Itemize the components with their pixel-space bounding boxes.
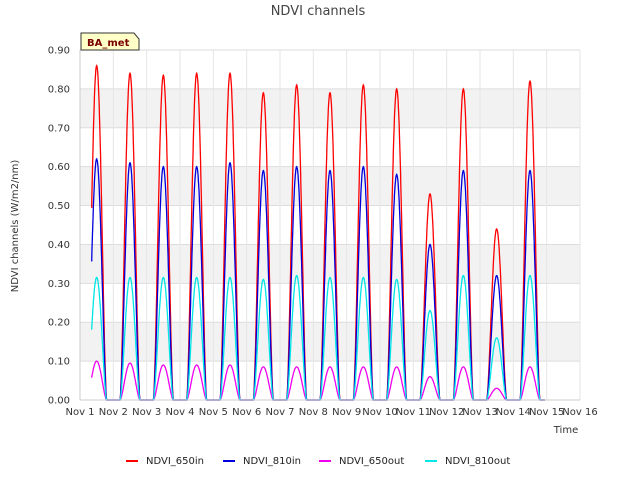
- x-tick-label: Nov 7: [265, 407, 294, 418]
- y-tick-label: 0.10: [48, 357, 70, 368]
- x-tick-label: Nov 8: [299, 407, 328, 418]
- chart-title: NDVI channels: [271, 4, 366, 19]
- legend-item-ndvi-810out: NDVI_810out: [425, 456, 510, 467]
- legend-label: NDVI_650in: [146, 456, 204, 467]
- x-tick-label: Nov 16: [562, 407, 597, 418]
- x-tick-label: Nov 3: [132, 407, 161, 418]
- x-tick-label: Nov 5: [199, 407, 228, 418]
- axes: [79, 50, 580, 401]
- x-tick-label: Nov 6: [232, 407, 261, 418]
- x-tick-label: Nov 9: [332, 407, 361, 418]
- legend-item-ndvi-650in: NDVI_650in: [126, 456, 204, 467]
- annotation-badge: BA_met: [80, 32, 140, 51]
- x-tick-label: Nov 14: [496, 407, 531, 418]
- x-tick-label: Nov 4: [165, 407, 194, 418]
- legend-label: NDVI_650out: [339, 456, 404, 467]
- y-tick-label: 0.80: [48, 84, 70, 95]
- plot-area: [80, 50, 580, 400]
- legend-item-ndvi-650out: NDVI_650out: [319, 456, 404, 467]
- grid-band: [80, 166, 580, 206]
- tick-labels: 0.00 0.10 0.20 0.30 0.40 0.50 0.60 0.70 0.80 0.90…: [48, 46, 598, 419]
- x-axis-label: Time: [553, 425, 578, 436]
- y-tick-label: 0.60: [48, 162, 70, 173]
- y-tick-label: 0.30: [48, 279, 70, 290]
- x-tick-label: Nov 2: [99, 407, 128, 418]
- x-tick-label: Nov 11: [396, 407, 431, 418]
- grid-band: [80, 88, 580, 128]
- x-tick-label: Nov 10: [362, 407, 397, 418]
- x-tick-label: Nov 1: [65, 407, 94, 418]
- y-tick-label: 0.00: [48, 396, 70, 407]
- grid-band: [80, 322, 580, 362]
- y-tick-label: 0.90: [48, 46, 70, 57]
- y-tick-label: 0.70: [48, 123, 70, 134]
- grid-lines: [79, 49, 581, 401]
- y-tick-label: 0.20: [48, 318, 70, 329]
- legend-label: NDVI_810out: [445, 456, 510, 467]
- x-tick-label: Nov 13: [462, 407, 497, 418]
- badge-label: BA_met: [87, 38, 130, 49]
- legend: NDVI_650in NDVI_810in NDVI_650out NDVI_810o…: [126, 456, 510, 467]
- legend-item-ndvi-810in: NDVI_810in: [223, 456, 301, 467]
- legend-label: NDVI_810in: [243, 456, 301, 467]
- y-axis-label: NDVI channels (W/m2/nm): [10, 160, 21, 293]
- x-tick-label: Nov 12: [429, 407, 464, 418]
- y-tick-label: 0.50: [48, 201, 70, 212]
- badge-shape: [80, 32, 140, 51]
- x-tick-label: Nov 15: [529, 407, 564, 418]
- y-tick-label: 0.40: [48, 240, 70, 251]
